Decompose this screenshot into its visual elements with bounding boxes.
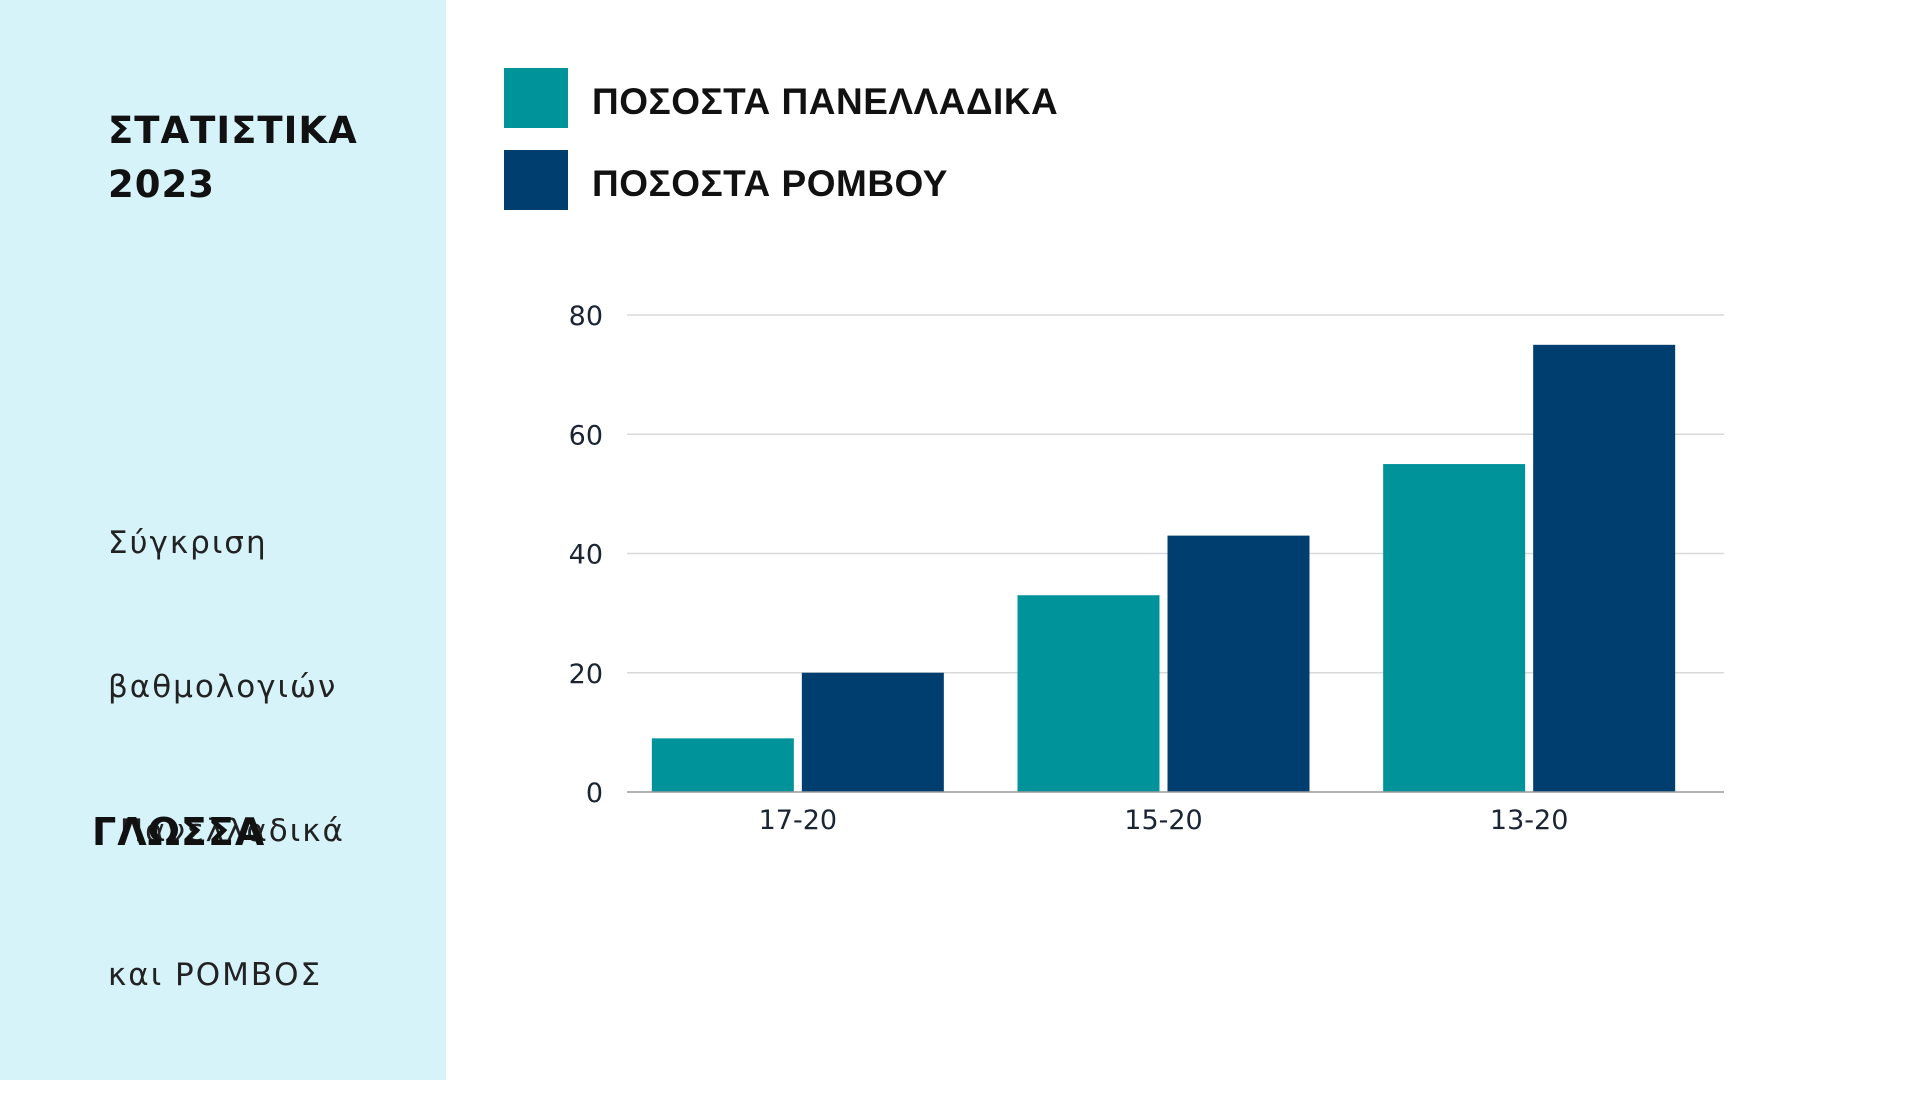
chart-description: Σύγκριση βαθμολογιών Πανελλαδικά και ΡΟΜ… bbox=[108, 423, 345, 1095]
page-title: ΣΤΑΤΙΣΤΙΚΑ 2023 bbox=[108, 104, 358, 212]
description-line-1: Σύγκριση bbox=[108, 525, 268, 561]
description-line-3: Πανελλαδικά bbox=[108, 813, 345, 849]
x-tick-label: 15-20 bbox=[1124, 805, 1202, 836]
y-tick-label: 80 bbox=[569, 301, 603, 332]
y-tick-label: 20 bbox=[569, 659, 603, 690]
legend-swatch-series-1 bbox=[504, 68, 568, 128]
description-line-4: και ΡΟΜΒΟΣ bbox=[108, 957, 323, 993]
legend-label-series-1: ΠΟΣΟΣΤΑ ΠΑΝΕΛΛΑΔΙΚΑ bbox=[592, 81, 1059, 122]
axes: 0 20 40 60 80 17-20 15-20 13-20 bbox=[569, 301, 1724, 836]
y-tick-label: 60 bbox=[569, 420, 603, 451]
bar-series-1-15-20 bbox=[1017, 595, 1160, 792]
bar-series-1-13-20 bbox=[1383, 464, 1526, 792]
title-line-2: 2023 bbox=[108, 163, 215, 206]
x-tick-label: 17-20 bbox=[759, 805, 837, 836]
bar-series-2-17-20 bbox=[801, 672, 944, 792]
bar-series-1-17-20 bbox=[651, 738, 794, 792]
legend-swatch-series-2 bbox=[504, 150, 568, 210]
description-line-2: βαθμολογιών bbox=[108, 669, 338, 705]
bar-series-2-15-20 bbox=[1167, 535, 1310, 792]
bar-series-2-13-20 bbox=[1533, 344, 1676, 792]
subject-label: ΓΛΩΣΣΑ bbox=[92, 810, 266, 854]
x-tick-label: 13-20 bbox=[1490, 805, 1568, 836]
sidebar-panel: ΣΤΑΤΙΣΤΙΚΑ 2023 Σύγκριση βαθμολογιών Παν… bbox=[0, 0, 446, 1080]
y-tick-label: 0 bbox=[586, 778, 603, 809]
legend-label-series-2: ΠΟΣΟΣΤΑ ΡΟΜΒΟΥ bbox=[592, 163, 948, 204]
title-line-1: ΣΤΑΤΙΣΤΙΚΑ bbox=[108, 109, 358, 152]
bars bbox=[651, 344, 1676, 792]
y-tick-label: 40 bbox=[569, 540, 603, 571]
